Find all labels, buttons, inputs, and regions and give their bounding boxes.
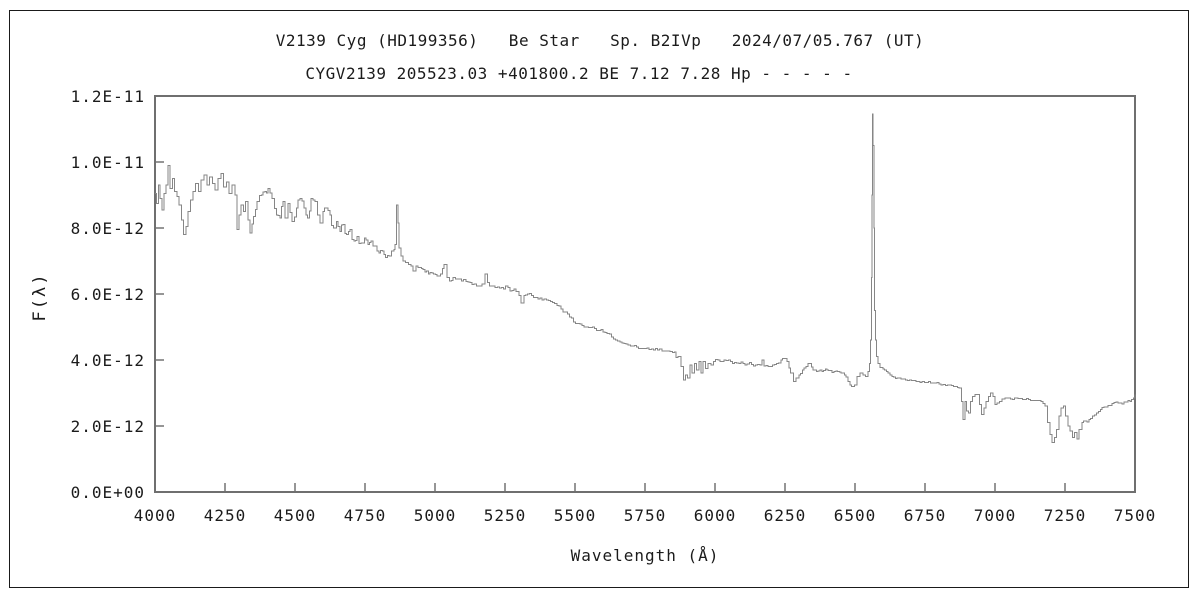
y-tick-label: 1.0E-11	[71, 153, 145, 172]
x-tick-label: 7500	[1114, 506, 1157, 525]
chart-subtitle: CYGV2139 205523.03 +401800.2 BE 7.12 7.2…	[305, 64, 853, 83]
x-tick-label: 5000	[414, 506, 457, 525]
y-tick-label: 0.0E+00	[71, 483, 145, 502]
x-tick-label: 5250	[484, 506, 527, 525]
y-tick-label: 4.0E-12	[71, 351, 145, 370]
y-tick-label: 1.2E-11	[71, 87, 145, 106]
x-tick-label: 4750	[344, 506, 387, 525]
x-tick-label: 7000	[974, 506, 1017, 525]
plot-frame	[154, 95, 1136, 493]
x-tick-label: 5500	[554, 506, 597, 525]
x-tick-label: 6500	[834, 506, 877, 525]
x-tick-label: 6000	[694, 506, 737, 525]
y-tick-label: 6.0E-12	[71, 285, 145, 304]
spectrum-line	[155, 113, 1136, 443]
x-axis-label: Wavelength (Å)	[570, 546, 720, 565]
x-tick-label: 4500	[274, 506, 317, 525]
image-outer-border	[9, 10, 1189, 588]
chart-title: V2139 Cyg (HD199356) Be Star Sp. B2IVp 2…	[275, 31, 925, 50]
y-tick-label: 8.0E-12	[71, 219, 145, 238]
x-tick-label: 4250	[204, 506, 247, 525]
x-tick-label: 6750	[904, 506, 947, 525]
x-tick-label: 6250	[764, 506, 807, 525]
x-tick-label: 7250	[1044, 506, 1087, 525]
x-tick-label: 4000	[134, 506, 177, 525]
y-tick-label: 2.0E-12	[71, 417, 145, 436]
x-tick-label: 5750	[624, 506, 667, 525]
